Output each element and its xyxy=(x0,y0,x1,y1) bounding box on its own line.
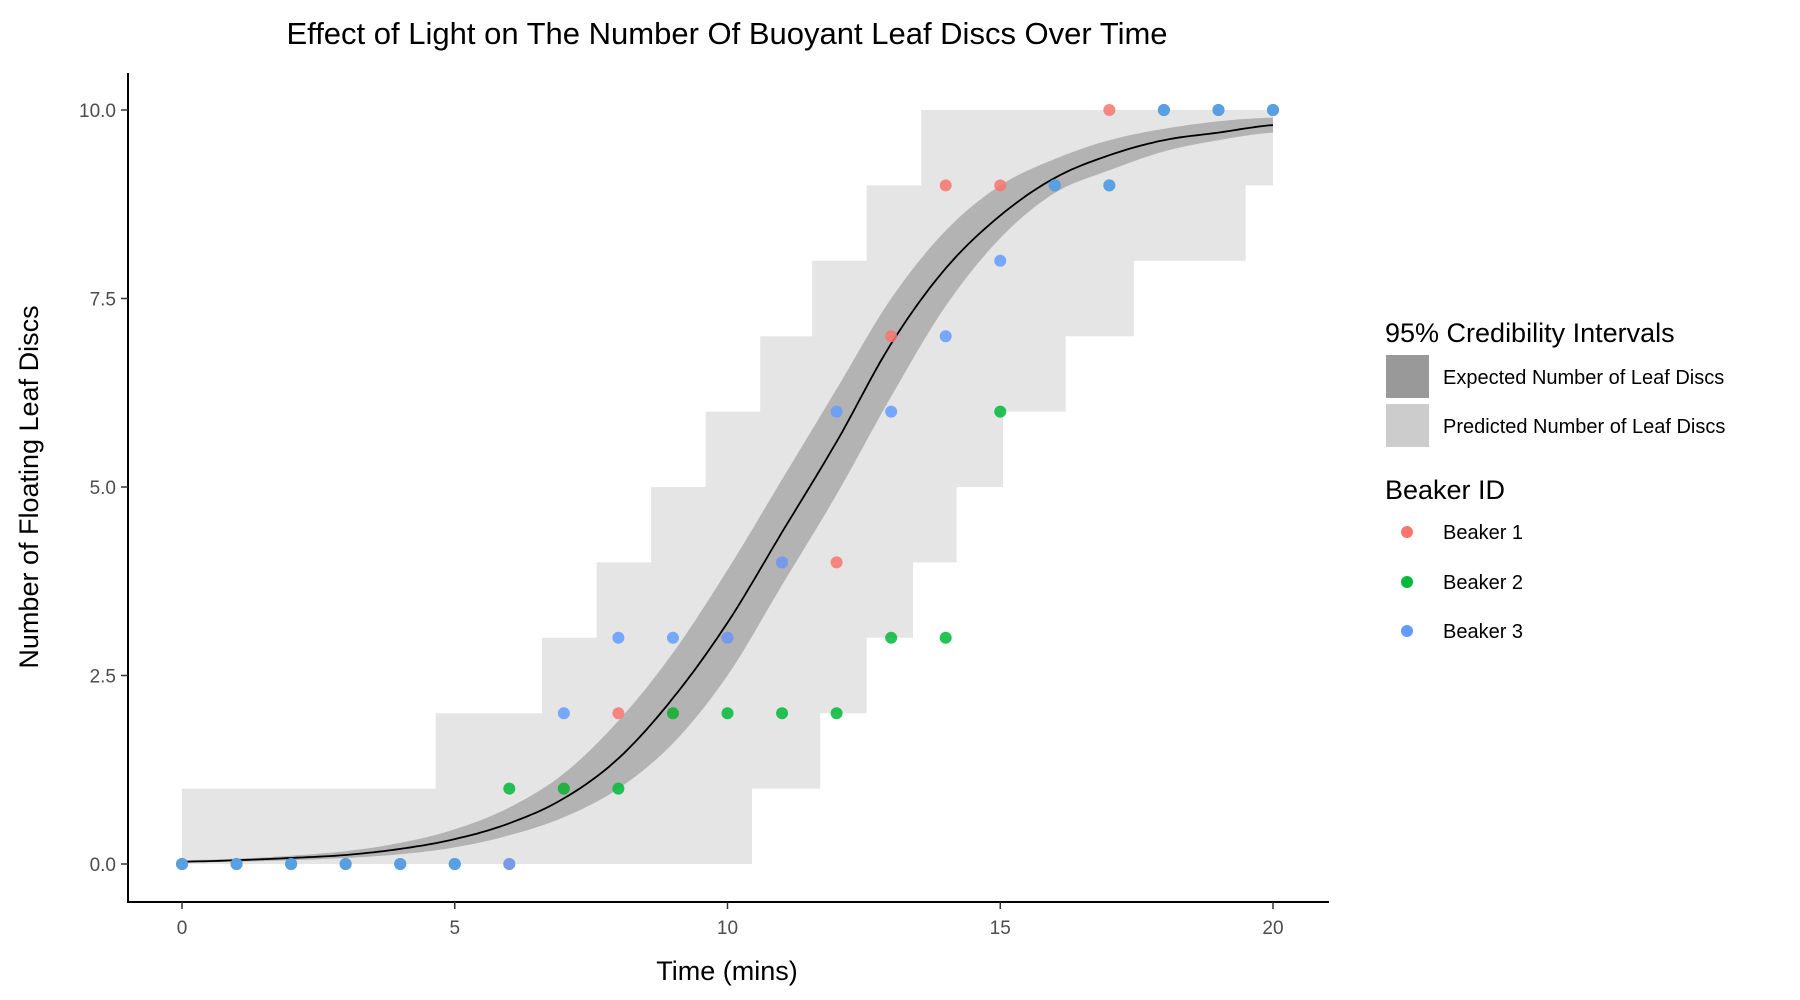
x-tick-label: 20 xyxy=(1262,918,1283,939)
plot-area xyxy=(176,104,1279,870)
data-point-beaker-3 xyxy=(394,858,407,870)
legend-label-predicted: Predicted Number of Leaf Discs xyxy=(1443,416,1725,438)
y-tick-label: 0.0 xyxy=(90,855,116,876)
x-tick-label: 0 xyxy=(177,918,188,939)
data-point-beaker-3 xyxy=(1267,104,1279,116)
data-point-beaker-3 xyxy=(1048,179,1061,192)
data-point-beaker-2 xyxy=(721,707,734,720)
legend-title-intervals: 95% Credibility Intervals xyxy=(1385,318,1675,348)
data-point-beaker-2 xyxy=(612,782,625,795)
data-point-beaker-3 xyxy=(176,858,188,870)
data-point-beaker-3 xyxy=(1212,104,1225,116)
chart-title: Effect of Light on The Number Of Buoyant… xyxy=(286,16,1167,51)
predicted-interval-band xyxy=(182,110,1273,864)
y-axis-ticks: 0.0 2.5 5.0 7.5 10.0 xyxy=(79,101,128,876)
y-tick-label: 7.5 xyxy=(90,290,116,311)
data-point-beaker-3 xyxy=(776,556,789,569)
y-tick-label: 10.0 xyxy=(79,101,116,122)
data-point-beaker-2 xyxy=(939,631,952,644)
data-point-beaker-3 xyxy=(285,858,298,870)
legend-label-beaker-1: Beaker 1 xyxy=(1443,522,1523,544)
data-point-beaker-2 xyxy=(503,782,516,795)
expected-curve-line xyxy=(182,124,1274,863)
data-point-beaker-2 xyxy=(666,707,679,720)
data-point-beaker-2 xyxy=(885,631,898,644)
data-point-beaker-3 xyxy=(1103,179,1116,192)
x-axis-label: Time (mins) xyxy=(656,956,798,986)
legend-key-beaker-3 xyxy=(1401,625,1413,637)
data-point-beaker-2 xyxy=(557,782,570,795)
x-axis-ticks: 0 5 10 15 20 xyxy=(177,902,1284,939)
data-point-beaker-3 xyxy=(885,405,898,418)
y-tick-label: 5.0 xyxy=(90,478,116,499)
legend-key-predicted xyxy=(1386,404,1429,447)
legend-label-beaker-3: Beaker 3 xyxy=(1443,621,1523,643)
legend-title-beakers: Beaker ID xyxy=(1385,475,1505,505)
data-point-beaker-1 xyxy=(830,556,843,569)
data-point-beaker-2 xyxy=(994,405,1007,418)
data-point-beaker-3 xyxy=(939,330,952,343)
x-tick-label: 10 xyxy=(717,918,738,939)
data-point-beaker-3 xyxy=(339,858,352,870)
data-point-beaker-3 xyxy=(503,858,516,870)
legend-beakers: Beaker ID Beaker 1 Beaker 2 Beaker 3 xyxy=(1385,475,1523,643)
legend-key-beaker-1 xyxy=(1401,526,1413,538)
legend-key-beaker-2 xyxy=(1401,576,1413,588)
y-tick-label: 2.5 xyxy=(90,667,116,688)
y-axis-label: Number of Floating Leaf Discs xyxy=(14,305,44,668)
data-point-beaker-3 xyxy=(1157,104,1170,116)
x-tick-label: 5 xyxy=(449,918,460,939)
data-point-beaker-3 xyxy=(994,254,1007,267)
legend-label-expected: Expected Number of Leaf Discs xyxy=(1443,367,1724,389)
data-point-beaker-1 xyxy=(612,707,625,720)
data-point-beaker-3 xyxy=(230,858,243,870)
legend-key-expected xyxy=(1386,355,1429,398)
data-point-beaker-3 xyxy=(557,707,570,720)
series-beaker-3 xyxy=(176,104,1279,870)
x-tick-label: 15 xyxy=(990,918,1011,939)
data-point-beaker-3 xyxy=(830,405,843,418)
data-point-beaker-3 xyxy=(612,631,625,644)
data-point-beaker-3 xyxy=(721,631,734,644)
data-point-beaker-1 xyxy=(885,330,898,343)
legend-intervals: 95% Credibility Intervals Expected Numbe… xyxy=(1385,318,1725,447)
data-point-beaker-2 xyxy=(776,707,789,720)
data-point-beaker-1 xyxy=(994,179,1007,192)
data-point-beaker-3 xyxy=(448,858,461,870)
data-point-beaker-1 xyxy=(1103,104,1116,116)
data-point-beaker-2 xyxy=(830,707,843,720)
data-point-beaker-1 xyxy=(939,179,952,192)
data-point-beaker-3 xyxy=(666,631,679,644)
legend-label-beaker-2: Beaker 2 xyxy=(1443,572,1523,594)
